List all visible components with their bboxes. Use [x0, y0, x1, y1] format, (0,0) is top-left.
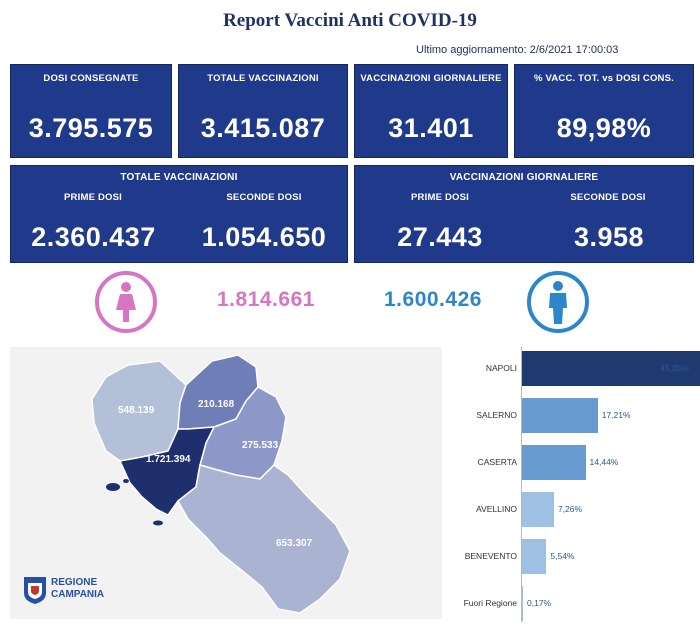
panel-title: VACCINAZIONI GIORNALIERE — [449, 172, 599, 183]
chart-axis — [521, 347, 522, 622]
bar-value-label: 17,21% — [601, 409, 631, 420]
prime-dosi-value: 27.443 — [397, 222, 483, 252]
bar-avellino[interactable] — [522, 492, 554, 527]
female-person-icon — [94, 270, 158, 334]
kpi-label: DOSI CONSEGNATE — [43, 73, 139, 84]
bar-category-label: BENEVENTO — [464, 550, 517, 561]
logo-text-line2: CAMPANIA — [51, 589, 105, 600]
province-bar-chart: NAPOLI 45,35% SALERNO 17,21% CASERTA 14,44% AV… — [455, 347, 700, 622]
map-value-salerno: 653.307 — [276, 538, 313, 549]
kpi-totale-vaccinazioni: TOTALE VACCINAZIONI 3.415.087 — [178, 64, 348, 158]
bar-category-label: CASERTA — [477, 456, 517, 467]
female-vaccinations: 1.814.661 — [217, 288, 315, 311]
kpi-percent-vaccinazioni: % VACC. TOT. vs DOSI CONS. 89,98% — [514, 64, 694, 158]
seconde-dosi-value: 1.054.650 — [201, 222, 327, 252]
map-value-napoli: 1.721.394 — [146, 454, 191, 465]
bar-category-label: Fuori Regione — [463, 597, 517, 608]
bar-value-label: 45,35% — [660, 362, 689, 373]
campania-map: 548.139 210.168 275.533 1.721.394 653.30… — [10, 347, 442, 619]
prime-dosi-value: 2.360.437 — [31, 222, 156, 252]
bar-caserta[interactable] — [522, 445, 586, 480]
regione-campania-logo: REGIONE CAMPANIA — [22, 575, 132, 607]
bar-value-label: 5,54% — [550, 550, 575, 561]
bar-salerno[interactable] — [522, 398, 598, 433]
bar-fuori-regione[interactable] — [522, 586, 523, 621]
totale-vaccinazioni-panel: TOTALE VACCINAZIONI PRIME DOSI SECONDE D… — [10, 165, 348, 263]
bar-napoli[interactable] — [522, 351, 700, 386]
bar-value-label: 7,26% — [557, 503, 583, 514]
kpi-label: % VACC. TOT. vs DOSI CONS. — [534, 73, 674, 84]
bar-category-label: NAPOLI — [485, 362, 517, 373]
seconde-dosi-label: SECONDE DOSI — [570, 192, 646, 203]
bar-benevento[interactable] — [522, 539, 547, 574]
panel-title: TOTALE VACCINAZIONI — [120, 172, 238, 183]
bar-value-label: 14,44% — [589, 456, 619, 467]
seconde-dosi-value: 3.958 — [573, 222, 645, 252]
last-updated: Ultimo aggiornamento: 2/6/2021 17:00:03 — [416, 44, 619, 56]
logo-text-line1: REGIONE — [51, 577, 98, 588]
map-value-caserta: 548.139 — [118, 405, 155, 416]
prime-dosi-label: PRIME DOSI — [411, 192, 469, 203]
map-value-avellino: 275.533 — [242, 440, 279, 451]
map-value-benevento: 210.168 — [198, 399, 235, 410]
male-person-icon — [526, 270, 590, 334]
bar-value-label: 0,17% — [527, 597, 552, 608]
map-island-procida — [123, 479, 129, 483]
bar-category-label: SALERNO — [476, 409, 517, 420]
bar-category-label: AVELLINO — [476, 503, 517, 514]
kpi-value: 89,98% — [556, 113, 652, 143]
kpi-value: 31.401 — [388, 113, 474, 143]
prime-dosi-label: PRIME DOSI — [64, 192, 122, 203]
map-island-ischia — [106, 483, 120, 491]
page-title: Report Vaccini Anti COVID-19 — [223, 10, 477, 31]
kpi-label: TOTALE VACCINAZIONI — [207, 73, 319, 84]
seconde-dosi-label: SECONDE DOSI — [226, 192, 302, 203]
kpi-label: VACCINAZIONI GIORNALIERE — [360, 73, 502, 84]
kpi-value: 3.415.087 — [200, 113, 326, 143]
kpi-dosi-consegnate: DOSI CONSEGNATE 3.795.575 — [10, 64, 172, 158]
map-island-capri — [153, 520, 163, 526]
male-vaccinations: 1.600.426 — [384, 288, 482, 311]
kpi-vaccinazioni-giornaliere: VACCINAZIONI GIORNALIERE 31.401 — [354, 64, 508, 158]
kpi-value: 3.795.575 — [28, 113, 154, 143]
map-region-salerno — [177, 464, 351, 614]
vaccinazioni-giornaliere-panel: VACCINAZIONI GIORNALIERE PRIME DOSI SECO… — [354, 165, 694, 263]
